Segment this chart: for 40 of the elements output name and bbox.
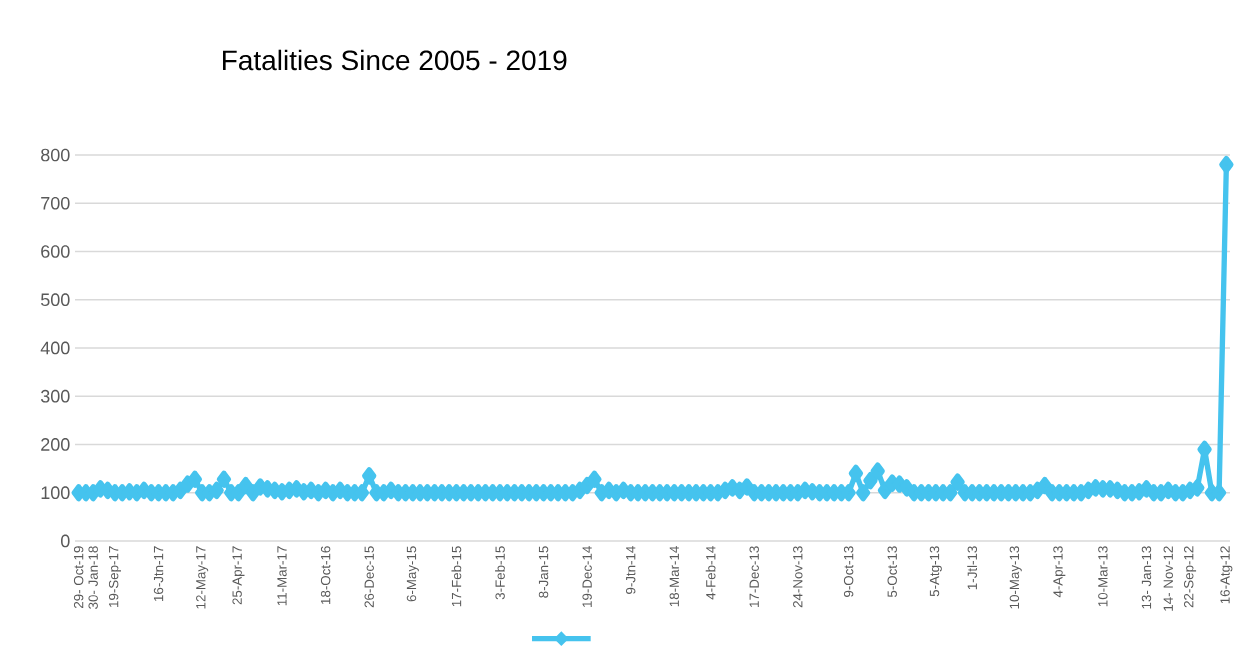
x-tick-label: 5-Oct-13 <box>887 546 897 598</box>
x-tick-label: 8-Jan-15 <box>538 546 549 598</box>
x-tick-label: 26-Dec-15 <box>364 546 374 608</box>
x-tick-label: 29- Oct-19 <box>73 546 84 609</box>
y-tick-label: 500 <box>40 293 70 307</box>
x-tick-label: 9-Oct-13 <box>843 546 854 597</box>
y-tick-label: 400 <box>40 341 70 355</box>
x-tick-label: 25-Apr-17 <box>232 546 245 605</box>
y-tick-label: 200 <box>41 438 70 451</box>
y-tick-label: 600 <box>41 245 70 258</box>
x-tick-label: 18-Mar-14 <box>669 546 680 607</box>
x-tick-label: 5-Atg-13 <box>929 546 942 597</box>
x-tick-label: 14- Nov-12 <box>1163 546 1173 611</box>
x-tick-label: 16-Jtn-17 <box>153 546 164 601</box>
x-tick-label: 1-Jtl-13 <box>967 546 978 590</box>
y-tick-label: 300 <box>40 389 70 403</box>
x-tick-label: 19-Sep-17 <box>108 546 121 607</box>
x-tick-label: 10-May-13 <box>1009 546 1022 609</box>
x-tick-label: 4-Feb-14 <box>705 546 716 600</box>
x-tick-label: 13- Jan-13 <box>1141 546 1152 609</box>
x-tick-label: 3-Feb-15 <box>495 546 505 600</box>
x-tick-label: 6-May-15 <box>406 546 419 602</box>
x-tick-label: 18-Oct-16 <box>320 546 331 604</box>
x-tick-label: 24-Nov-13 <box>793 546 803 608</box>
x-tick-label: 11-Mar-17 <box>277 546 287 606</box>
y-tick-label: 0 <box>61 534 70 548</box>
x-tick-label: 22-Sep-12 <box>1184 546 1197 608</box>
x-tick-label: 17-Feb-15 <box>451 546 462 607</box>
y-tick-label: 700 <box>41 196 70 210</box>
x-tick-label: 30- Jan-18 <box>88 546 98 609</box>
x-tick-label: 9-Jtn-14 <box>626 546 636 594</box>
chart-title: Fatalities Since 2005 - 2019 <box>223 49 567 71</box>
x-tick-label: 4-Apr-13 <box>1053 546 1066 598</box>
y-tick-label: 100 <box>41 486 70 500</box>
x-tick-label: 16-Atg-12 <box>1220 546 1233 604</box>
x-tick-label: 17-Dec-13 <box>749 546 759 607</box>
x-tick-label: 10-Mar-13 <box>1098 546 1108 607</box>
x-tick-label: 19-Dec-14 <box>582 546 592 607</box>
x-tick-label: 12-May-17 <box>196 546 209 609</box>
y-tick-label: 800 <box>41 148 70 162</box>
